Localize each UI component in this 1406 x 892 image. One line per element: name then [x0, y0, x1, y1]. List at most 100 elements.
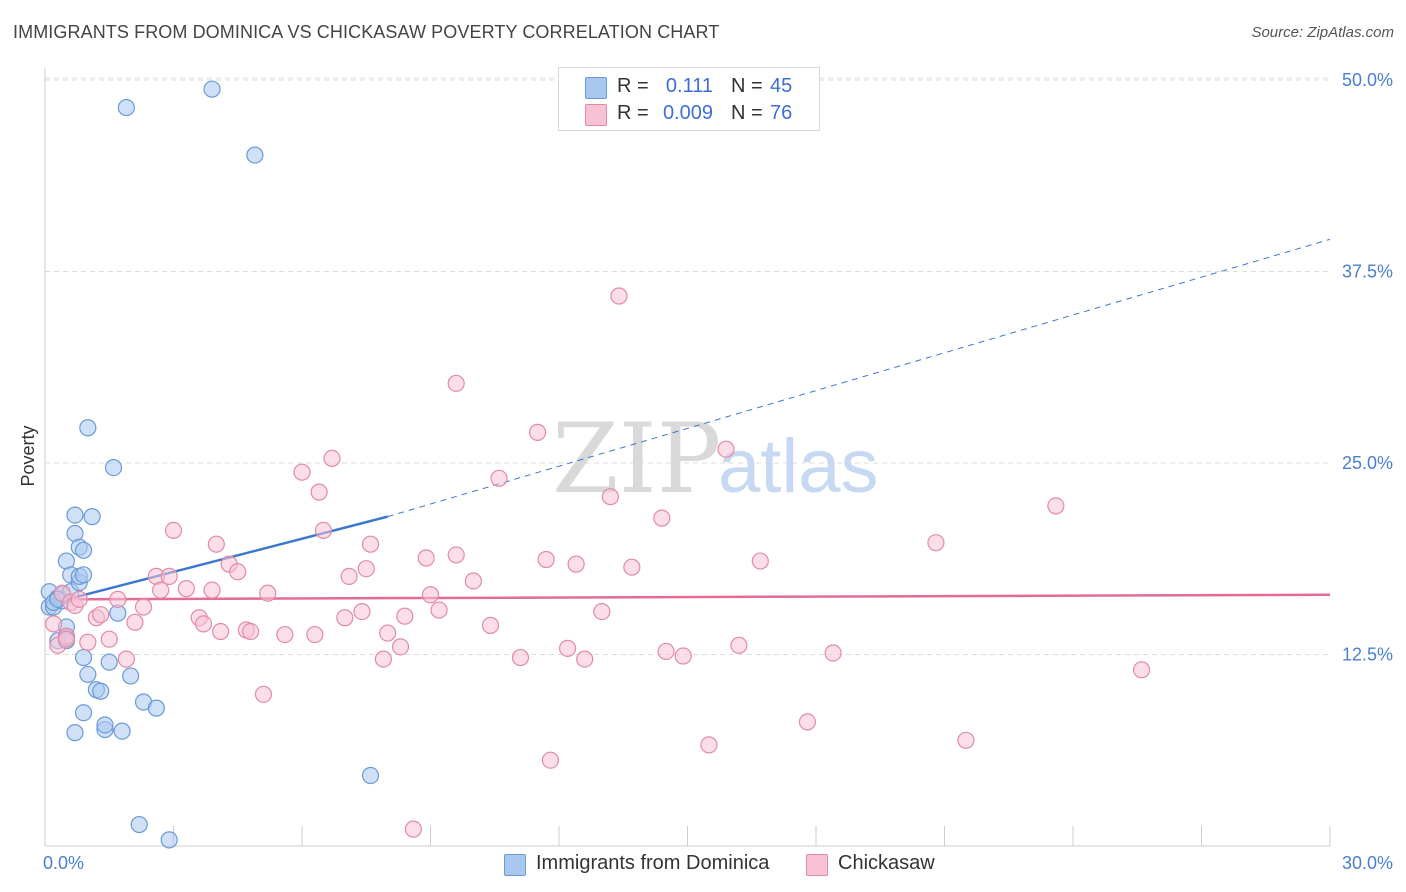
chickasaw-point: [404, 820, 422, 838]
legend-n-label: N =: [731, 75, 763, 97]
chickasaw-point: [207, 535, 225, 553]
chickasaw-point: [374, 650, 392, 668]
chickasaw-point: [323, 449, 341, 468]
chickasaw-point: [203, 581, 221, 599]
bottom-legend-swatch-pink: [806, 854, 828, 876]
legend-n-label: N =: [731, 102, 763, 124]
legend-row-dominica: R = 0.111 N = 45: [559, 74, 819, 100]
chickasaw-point: [310, 483, 328, 501]
chickasaw-point: [610, 287, 628, 305]
legend-r-value: 0.009: [662, 102, 713, 124]
chickasaw-trend: [49, 593, 1331, 601]
dominica-point: [79, 665, 97, 684]
chickasaw-point: [336, 609, 354, 627]
legend-swatch-pink: [585, 104, 607, 126]
chickasaw-point: [421, 586, 440, 604]
chickasaw-point: [306, 625, 324, 644]
dominica-point: [74, 566, 93, 584]
chickasaw-point: [109, 590, 127, 608]
dominica-point: [113, 722, 131, 740]
chickasaw-point: [576, 650, 594, 668]
chickasaw-point: [357, 560, 375, 578]
chickasaw-point: [361, 535, 380, 553]
dominica-point: [130, 815, 148, 834]
chickasaw-point: [70, 590, 88, 608]
dominica-point: [246, 146, 264, 164]
chickasaw-point: [276, 625, 294, 644]
chickasaw-point: [601, 488, 620, 506]
dominica-point: [96, 716, 114, 734]
chickasaw-point: [212, 622, 230, 641]
dominica-point: [117, 98, 135, 117]
chickasaw-point: [254, 685, 273, 703]
chickasaw-point: [447, 374, 465, 392]
x-tick-label: 30.0%: [1342, 853, 1393, 873]
chickasaw-point: [396, 607, 414, 625]
chickasaw-point: [447, 546, 465, 564]
chickasaw-point: [100, 630, 118, 648]
chickasaw-point: [567, 555, 585, 573]
chickasaw-point: [79, 633, 97, 651]
watermark-atlas: atlas: [718, 424, 879, 509]
chickasaw-point: [430, 601, 448, 619]
chickasaw-point: [957, 731, 975, 749]
dominica-point: [104, 458, 123, 477]
bottom-legend-swatch-blue: [504, 854, 526, 876]
dominica-point: [74, 541, 93, 559]
dominica-point: [74, 704, 93, 722]
chickasaw-point: [340, 567, 358, 585]
chickasaw-point: [229, 563, 247, 581]
y-axis-label: Poverty: [18, 425, 38, 486]
chickasaw-point: [314, 521, 333, 540]
chickasaw-point: [160, 567, 178, 585]
legend-row-chickasaw: R = 0.009 N = 76: [559, 101, 819, 127]
chickasaw-point: [490, 469, 508, 487]
chickasaw-point: [44, 615, 63, 633]
legend-n-value: 76: [770, 102, 793, 124]
chickasaw-point: [657, 642, 675, 661]
y-tick-label: 12.5%: [1342, 645, 1393, 665]
chickasaw-point: [700, 736, 718, 754]
legend-swatch-blue: [585, 77, 607, 99]
y-tick-label: 25.0%: [1342, 453, 1393, 473]
chickasaw-point: [152, 581, 170, 599]
watermark-zip: ZIP: [552, 403, 721, 515]
chickasaw-point: [379, 624, 397, 642]
legend-r-value: 0.111: [665, 75, 713, 97]
chickasaw-point: [824, 644, 842, 662]
chickasaw-point: [242, 622, 260, 641]
bottom-legend-label: Chickasaw: [838, 852, 935, 874]
chickasaw-point: [1132, 661, 1151, 679]
dominica-point: [83, 508, 101, 526]
chickasaw-point: [537, 550, 555, 569]
chickasaw-point: [481, 616, 500, 634]
dominica-point: [361, 766, 380, 785]
chickasaw-point: [1047, 497, 1065, 515]
axes: [44, 68, 1331, 847]
chickasaw-point: [730, 636, 748, 654]
y-tick-label: 37.5%: [1342, 262, 1393, 282]
chickasaw-point: [798, 713, 817, 731]
dominica-point: [122, 667, 140, 685]
chickasaw-point: [927, 534, 945, 552]
chickasaw-point: [353, 603, 371, 621]
bottom-legend-label: Immigrants from Dominica: [536, 852, 770, 874]
chickasaw-point: [391, 638, 410, 656]
chickasaw-point: [417, 549, 435, 567]
legend-r-label: R =: [617, 102, 649, 124]
dominica-point: [79, 419, 97, 437]
chickasaw-point: [293, 463, 311, 481]
dominica-point: [147, 699, 165, 717]
dominica-point: [74, 648, 93, 667]
chickasaw-point: [126, 613, 144, 631]
chickasaw-point: [259, 584, 277, 602]
dominica-point: [66, 724, 84, 742]
chickasaw-point: [674, 647, 692, 665]
chickasaw-point: [194, 615, 213, 633]
dominica-point: [92, 682, 110, 700]
legend: R = 0.111 N = 45 R = 0.009 N = 76: [558, 67, 820, 131]
chickasaw-point: [164, 521, 183, 540]
chickasaw-point: [177, 580, 195, 598]
dominica-point: [203, 80, 221, 98]
